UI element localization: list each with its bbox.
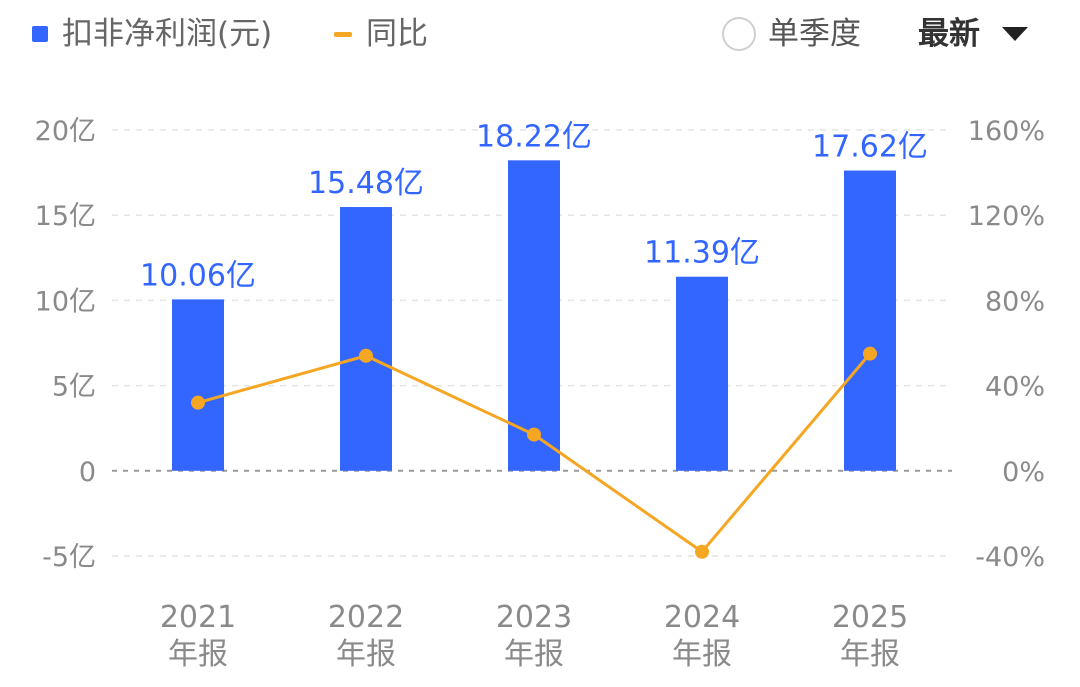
bar-data-label: 18.22亿	[476, 119, 592, 154]
left-axis-tick-label: -5亿	[42, 542, 96, 573]
bar[interactable]	[172, 299, 224, 471]
yoy-point[interactable]	[863, 346, 877, 361]
chart-header: 扣非净利润(元) 同比 单季度 最新	[0, 0, 1080, 72]
period-dropdown[interactable]: 最新	[918, 14, 1028, 54]
left-axis-tick-label: 10亿	[35, 286, 96, 317]
bar[interactable]	[676, 276, 728, 471]
x-axis-category-label: 2024 年报	[664, 600, 740, 672]
legend-line-swatch	[334, 31, 352, 37]
bar[interactable]	[844, 170, 896, 471]
x-axis-category-label: 2022 年报	[328, 600, 404, 672]
left-axis-tick-label: 0	[79, 457, 96, 488]
left-axis-tick-label: 5亿	[52, 372, 96, 403]
right-axis-tick-label: 0%	[1002, 457, 1045, 488]
right-axis-tick-label: 80%	[985, 286, 1045, 317]
bar-data-label: 10.06亿	[140, 258, 256, 293]
single-quarter-label: 单季度	[768, 16, 861, 52]
yoy-point[interactable]	[359, 348, 373, 363]
yoy-line-series	[191, 346, 877, 559]
bar-series: 10.06亿 15.48亿 18.22亿 11.39亿 17.62亿	[140, 119, 928, 471]
period-selected-label: 最新	[918, 16, 980, 52]
x-axis-categories: 2021 年报 2022 年报 2023 年报 2024 年报 2025 年报	[160, 600, 908, 672]
right-axis-tick-label: -40%	[975, 542, 1045, 573]
left-y-axis: 20亿 15亿 10亿 5亿 0 -5亿	[35, 116, 96, 573]
bar-data-label: 11.39亿	[644, 236, 760, 271]
legend-item-net-profit[interactable]: 扣非净利润(元)	[32, 14, 272, 54]
caret-down-icon[interactable]	[1002, 27, 1028, 41]
x-axis-category-label: 2021 年报	[160, 600, 236, 672]
yoy-point[interactable]	[191, 395, 205, 410]
radio-circle-icon[interactable]	[722, 17, 756, 51]
x-axis-category-label: 2023 年报	[496, 600, 572, 672]
legend-net-profit-label: 扣非净利润(元)	[62, 16, 273, 52]
bar[interactable]	[340, 207, 392, 471]
yoy-point[interactable]	[527, 427, 541, 442]
left-axis-tick-label: 15亿	[35, 201, 96, 232]
single-quarter-toggle[interactable]: 单季度	[722, 14, 861, 54]
yoy-point[interactable]	[695, 544, 709, 559]
legend-yoy-label: 同比	[366, 16, 428, 52]
bar-data-label: 17.62亿	[812, 130, 928, 165]
legend-bar-swatch	[32, 26, 48, 42]
right-axis-tick-label: 160%	[968, 116, 1045, 147]
right-axis-tick-label: 40%	[985, 372, 1045, 403]
right-axis-tick-label: 120%	[968, 201, 1045, 232]
bar-data-label: 15.48亿	[308, 166, 424, 201]
x-axis-category-label: 2025 年报	[832, 600, 908, 672]
bar[interactable]	[508, 160, 560, 471]
right-y-axis: 160% 120% 80% 40% 0% -40%	[968, 116, 1045, 573]
left-axis-tick-label: 20亿	[35, 116, 96, 147]
legend-item-yoy[interactable]: 同比	[334, 14, 428, 54]
